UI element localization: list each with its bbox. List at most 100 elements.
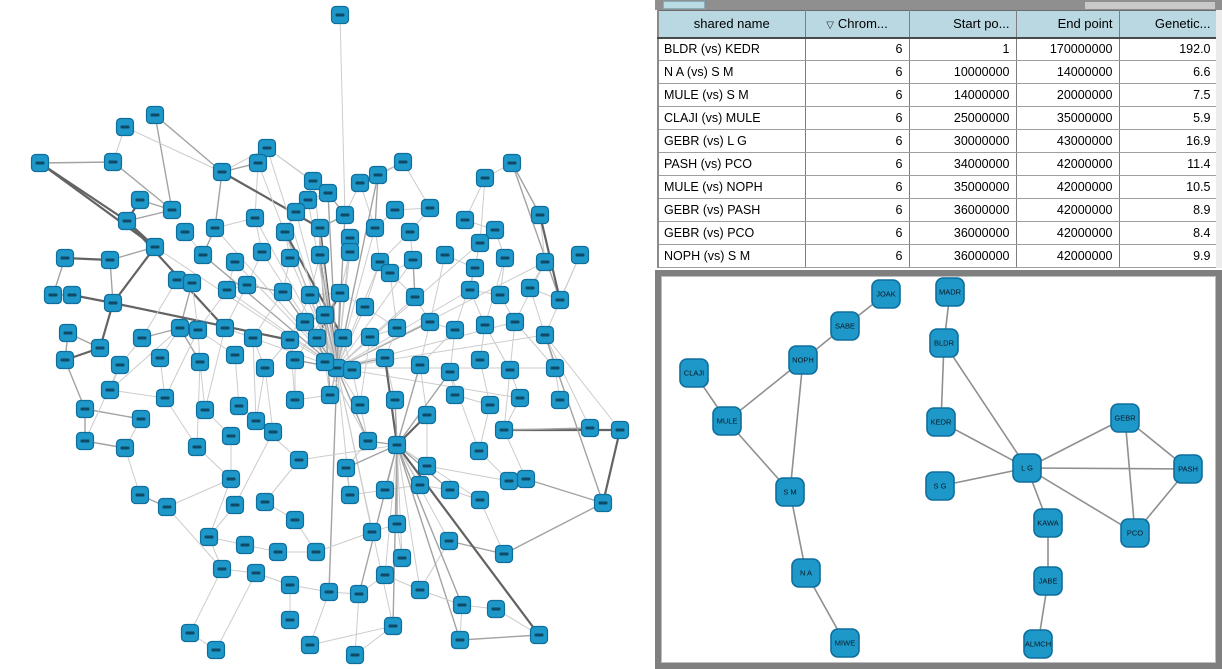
cell-shared-name[interactable]: N A (vs) S M	[658, 60, 806, 84]
graph-node[interactable]	[385, 200, 405, 220]
graph-node[interactable]	[280, 575, 300, 595]
graph-node[interactable]	[383, 616, 403, 636]
main-network-graph[interactable]	[0, 0, 655, 669]
graph-node[interactable]	[355, 297, 375, 317]
table-row[interactable]: CLAJI (vs) MULE 6 25000000 35000000 5.9	[658, 106, 1218, 130]
graph-node[interactable]	[255, 492, 275, 512]
graph-node[interactable]	[494, 544, 514, 564]
graph-node[interactable]: KEDR	[926, 407, 956, 437]
graph-node[interactable]	[229, 396, 249, 416]
graph-node[interactable]	[610, 420, 630, 440]
graph-node[interactable]	[100, 250, 120, 270]
graph-node[interactable]	[103, 152, 123, 172]
cell-value[interactable]: 10.5	[1119, 175, 1218, 199]
graph-node[interactable]	[280, 610, 300, 630]
cell-shared-name[interactable]: GEBR (vs) L G	[658, 129, 806, 153]
graph-node[interactable]	[350, 395, 370, 415]
graph-node[interactable]	[535, 252, 555, 272]
graph-node[interactable]	[195, 400, 215, 420]
graph-node[interactable]	[150, 348, 170, 368]
graph-node[interactable]	[285, 510, 305, 530]
cell-shared-name[interactable]: MULE (vs) NOPH	[658, 175, 806, 199]
graph-node[interactable]	[280, 248, 300, 268]
cell-value[interactable]: 170000000	[1016, 37, 1120, 61]
graph-node[interactable]	[225, 252, 245, 272]
graph-node[interactable]	[187, 437, 207, 457]
table-row[interactable]: PASH (vs) PCO 6 34000000 42000000 11.4	[658, 152, 1218, 176]
graph-node[interactable]	[340, 242, 360, 262]
graph-node[interactable]	[485, 220, 505, 240]
graph-node[interactable]: ALMCH	[1023, 629, 1053, 659]
graph-node[interactable]	[358, 431, 378, 451]
cell-value[interactable]: 9.9	[1119, 244, 1218, 268]
graph-node[interactable]	[502, 153, 522, 173]
graph-node[interactable]	[410, 475, 430, 495]
graph-node[interactable]	[221, 469, 241, 489]
graph-node[interactable]	[417, 456, 437, 476]
cell-value[interactable]: 42000000	[1016, 244, 1120, 268]
graph-node[interactable]	[460, 280, 480, 300]
cell-value[interactable]: 192.0	[1119, 37, 1218, 61]
graph-node[interactable]	[470, 350, 490, 370]
graph-node[interactable]	[450, 630, 470, 650]
table-row[interactable]: N A (vs) S M 6 10000000 14000000 6.6	[658, 60, 1218, 84]
graph-node[interactable]	[529, 625, 549, 645]
graph-node[interactable]: KAWA	[1033, 508, 1063, 538]
graph-node[interactable]	[535, 325, 555, 345]
graph-node[interactable]	[475, 315, 495, 335]
graph-node[interactable]	[410, 580, 430, 600]
graph-node[interactable]	[225, 495, 245, 515]
graph-node[interactable]	[243, 328, 263, 348]
cell-shared-name[interactable]: BLDR (vs) KEDR	[658, 37, 806, 61]
graph-node[interactable]: MADR	[935, 277, 965, 307]
graph-node[interactable]	[445, 320, 465, 340]
graph-node[interactable]	[380, 263, 400, 283]
cell-value[interactable]: 36000000	[909, 198, 1017, 222]
graph-node[interactable]	[420, 312, 440, 332]
filter-funnel-icon[interactable]: ▽	[826, 20, 834, 32]
graph-node[interactable]	[306, 542, 326, 562]
cell-value[interactable]: 10000000	[909, 60, 1017, 84]
graph-node[interactable]	[285, 390, 305, 410]
graph-node[interactable]	[368, 165, 388, 185]
graph-node[interactable]	[336, 458, 356, 478]
graph-node[interactable]	[310, 218, 330, 238]
graph-node[interactable]	[75, 399, 95, 419]
graph-node[interactable]	[245, 208, 265, 228]
graph-node[interactable]	[470, 490, 490, 510]
cell-value[interactable]: 14000000	[1016, 60, 1120, 84]
cell-shared-name[interactable]: MULE (vs) S M	[658, 83, 806, 107]
cell-shared-name[interactable]: GEBR (vs) PASH	[658, 198, 806, 222]
cell-value[interactable]: 20000000	[1016, 83, 1120, 107]
graph-node[interactable]	[550, 390, 570, 410]
graph-node[interactable]	[490, 285, 510, 305]
column-header-chrom[interactable]: ▽ Chrom...	[805, 10, 910, 39]
graph-node[interactable]	[500, 360, 520, 380]
graph-node[interactable]: N A	[791, 558, 821, 588]
table-horizontal-scrollbar[interactable]	[655, 0, 1222, 10]
graph-node[interactable]: PASH	[1173, 454, 1203, 484]
graph-node[interactable]	[100, 380, 120, 400]
graph-node[interactable]	[315, 352, 335, 372]
cell-value[interactable]: 6	[805, 129, 910, 153]
graph-node[interactable]	[365, 218, 385, 238]
graph-node[interactable]	[315, 305, 335, 325]
graph-node[interactable]	[206, 640, 226, 660]
cell-shared-name[interactable]: GEBR (vs) PCO	[658, 221, 806, 245]
graph-node[interactable]	[330, 283, 350, 303]
graph-node[interactable]	[435, 245, 455, 265]
graph-node[interactable]	[385, 390, 405, 410]
graph-node[interactable]	[132, 328, 152, 348]
graph-node[interactable]: NOPH	[788, 345, 818, 375]
graph-node[interactable]: JOAK	[871, 279, 901, 309]
graph-node[interactable]	[212, 559, 232, 579]
graph-node[interactable]	[439, 531, 459, 551]
graph-node[interactable]	[455, 210, 475, 230]
graph-node[interactable]	[212, 162, 232, 182]
graph-node[interactable]	[280, 330, 300, 350]
graph-node[interactable]	[225, 345, 245, 365]
graph-node[interactable]	[55, 248, 75, 268]
graph-node[interactable]: JABE	[1033, 566, 1063, 596]
graph-node[interactable]	[505, 312, 525, 332]
column-header-startpo[interactable]: Start po...	[909, 10, 1017, 39]
